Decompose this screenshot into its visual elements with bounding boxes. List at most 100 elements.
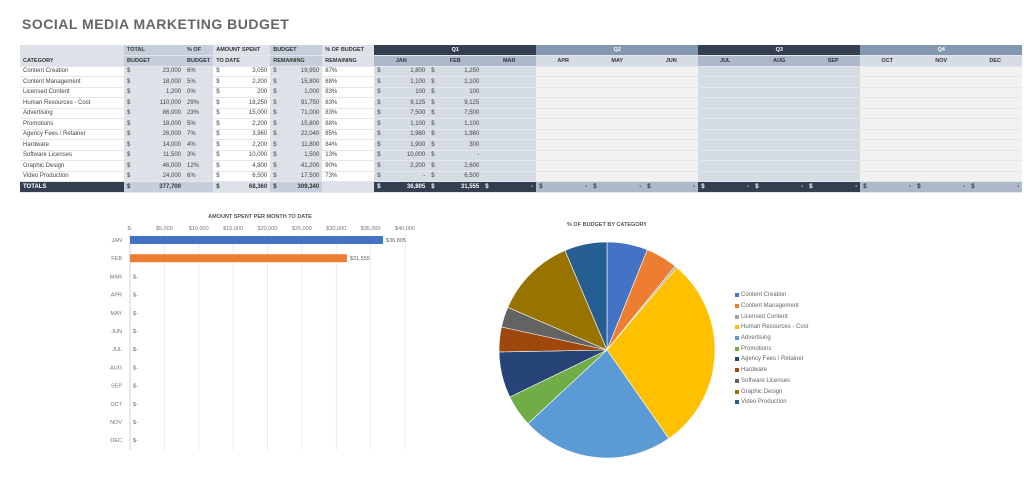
- month-cell[interactable]: [644, 171, 699, 182]
- month-cell[interactable]: [590, 118, 645, 130]
- month-cell[interactable]: [860, 97, 915, 109]
- month-cell[interactable]: [752, 118, 807, 130]
- month-cell[interactable]: [590, 139, 645, 151]
- month-cell[interactable]: [698, 118, 753, 130]
- month-cell[interactable]: [590, 108, 645, 119]
- month-cell[interactable]: [536, 97, 591, 109]
- month-cell[interactable]: [536, 150, 591, 161]
- month-cell[interactable]: [698, 66, 753, 77]
- month-cell[interactable]: [698, 160, 753, 172]
- month-cell[interactable]: [482, 171, 537, 182]
- month-cell[interactable]: [536, 87, 591, 98]
- month-cell[interactable]: [698, 139, 753, 151]
- month-cell[interactable]: [914, 171, 969, 182]
- month-cell[interactable]: [536, 66, 591, 77]
- month-cell[interactable]: [698, 97, 753, 109]
- month-cell[interactable]: [860, 139, 915, 151]
- month-cell[interactable]: [806, 87, 861, 98]
- month-cell[interactable]: [644, 76, 699, 88]
- month-cell[interactable]: [590, 129, 645, 140]
- month-cell[interactable]: [860, 160, 915, 172]
- month-cell[interactable]: [860, 108, 915, 119]
- month-cell[interactable]: [644, 139, 699, 151]
- month-cell[interactable]: [752, 160, 807, 172]
- month-cell[interactable]: [968, 139, 1023, 151]
- month-cell[interactable]: [590, 150, 645, 161]
- month-cell[interactable]: [806, 76, 861, 88]
- month-cell[interactable]: [644, 129, 699, 140]
- month-cell[interactable]: [752, 66, 807, 77]
- month-cell[interactable]: [860, 87, 915, 98]
- month-cell[interactable]: [806, 118, 861, 130]
- month-cell[interactable]: [860, 129, 915, 140]
- month-cell[interactable]: [698, 87, 753, 98]
- month-cell[interactable]: [698, 108, 753, 119]
- month-cell[interactable]: [914, 87, 969, 98]
- month-cell[interactable]: [752, 76, 807, 88]
- month-cell[interactable]: [698, 76, 753, 88]
- month-cell[interactable]: [752, 97, 807, 109]
- month-cell[interactable]: [590, 66, 645, 77]
- month-cell[interactable]: [752, 87, 807, 98]
- month-cell[interactable]: [698, 129, 753, 140]
- month-cell[interactable]: [482, 160, 537, 172]
- month-cell[interactable]: [482, 129, 537, 140]
- month-cell[interactable]: [752, 171, 807, 182]
- month-cell[interactable]: [536, 129, 591, 140]
- month-cell[interactable]: [806, 160, 861, 172]
- month-cell[interactable]: [482, 108, 537, 119]
- month-cell[interactable]: [752, 150, 807, 161]
- month-cell[interactable]: [644, 87, 699, 98]
- month-cell[interactable]: [482, 76, 537, 88]
- month-cell[interactable]: [752, 108, 807, 119]
- month-cell[interactable]: [644, 160, 699, 172]
- month-cell[interactable]: [644, 150, 699, 161]
- month-cell[interactable]: [914, 150, 969, 161]
- month-cell[interactable]: [860, 150, 915, 161]
- month-cell[interactable]: [860, 66, 915, 77]
- month-cell[interactable]: [968, 160, 1023, 172]
- month-cell[interactable]: [644, 118, 699, 130]
- month-cell[interactable]: [752, 129, 807, 140]
- month-cell[interactable]: [860, 171, 915, 182]
- month-cell[interactable]: [968, 129, 1023, 140]
- month-cell[interactable]: [482, 118, 537, 130]
- month-cell[interactable]: [968, 118, 1023, 130]
- month-cell[interactable]: [806, 108, 861, 119]
- month-cell[interactable]: [482, 87, 537, 98]
- month-cell[interactable]: [644, 66, 699, 77]
- month-cell[interactable]: [482, 97, 537, 109]
- month-cell[interactable]: [536, 76, 591, 88]
- month-cell[interactable]: [968, 108, 1023, 119]
- month-cell[interactable]: [968, 97, 1023, 109]
- month-cell[interactable]: [968, 171, 1023, 182]
- month-cell[interactable]: [644, 108, 699, 119]
- month-cell[interactable]: [914, 66, 969, 77]
- month-cell[interactable]: [860, 76, 915, 88]
- month-cell[interactable]: [914, 129, 969, 140]
- month-cell[interactable]: [914, 139, 969, 151]
- month-cell[interactable]: [914, 97, 969, 109]
- month-cell[interactable]: [536, 139, 591, 151]
- month-cell[interactable]: [644, 97, 699, 109]
- month-cell[interactable]: [482, 150, 537, 161]
- month-cell[interactable]: [914, 76, 969, 88]
- month-cell[interactable]: [536, 118, 591, 130]
- month-cell[interactable]: [860, 118, 915, 130]
- month-cell[interactable]: [968, 150, 1023, 161]
- month-cell[interactable]: [968, 87, 1023, 98]
- month-cell[interactable]: [806, 139, 861, 151]
- month-cell[interactable]: [806, 150, 861, 161]
- month-cell[interactable]: [590, 76, 645, 88]
- month-cell[interactable]: [482, 66, 537, 77]
- month-cell[interactable]: [914, 160, 969, 172]
- month-cell[interactable]: [482, 139, 537, 151]
- month-cell[interactable]: [806, 66, 861, 77]
- month-cell[interactable]: [806, 97, 861, 109]
- month-cell[interactable]: [698, 171, 753, 182]
- month-cell[interactable]: [536, 108, 591, 119]
- month-cell[interactable]: [590, 97, 645, 109]
- month-cell[interactable]: [590, 87, 645, 98]
- month-cell[interactable]: [968, 66, 1023, 77]
- month-cell[interactable]: [590, 160, 645, 172]
